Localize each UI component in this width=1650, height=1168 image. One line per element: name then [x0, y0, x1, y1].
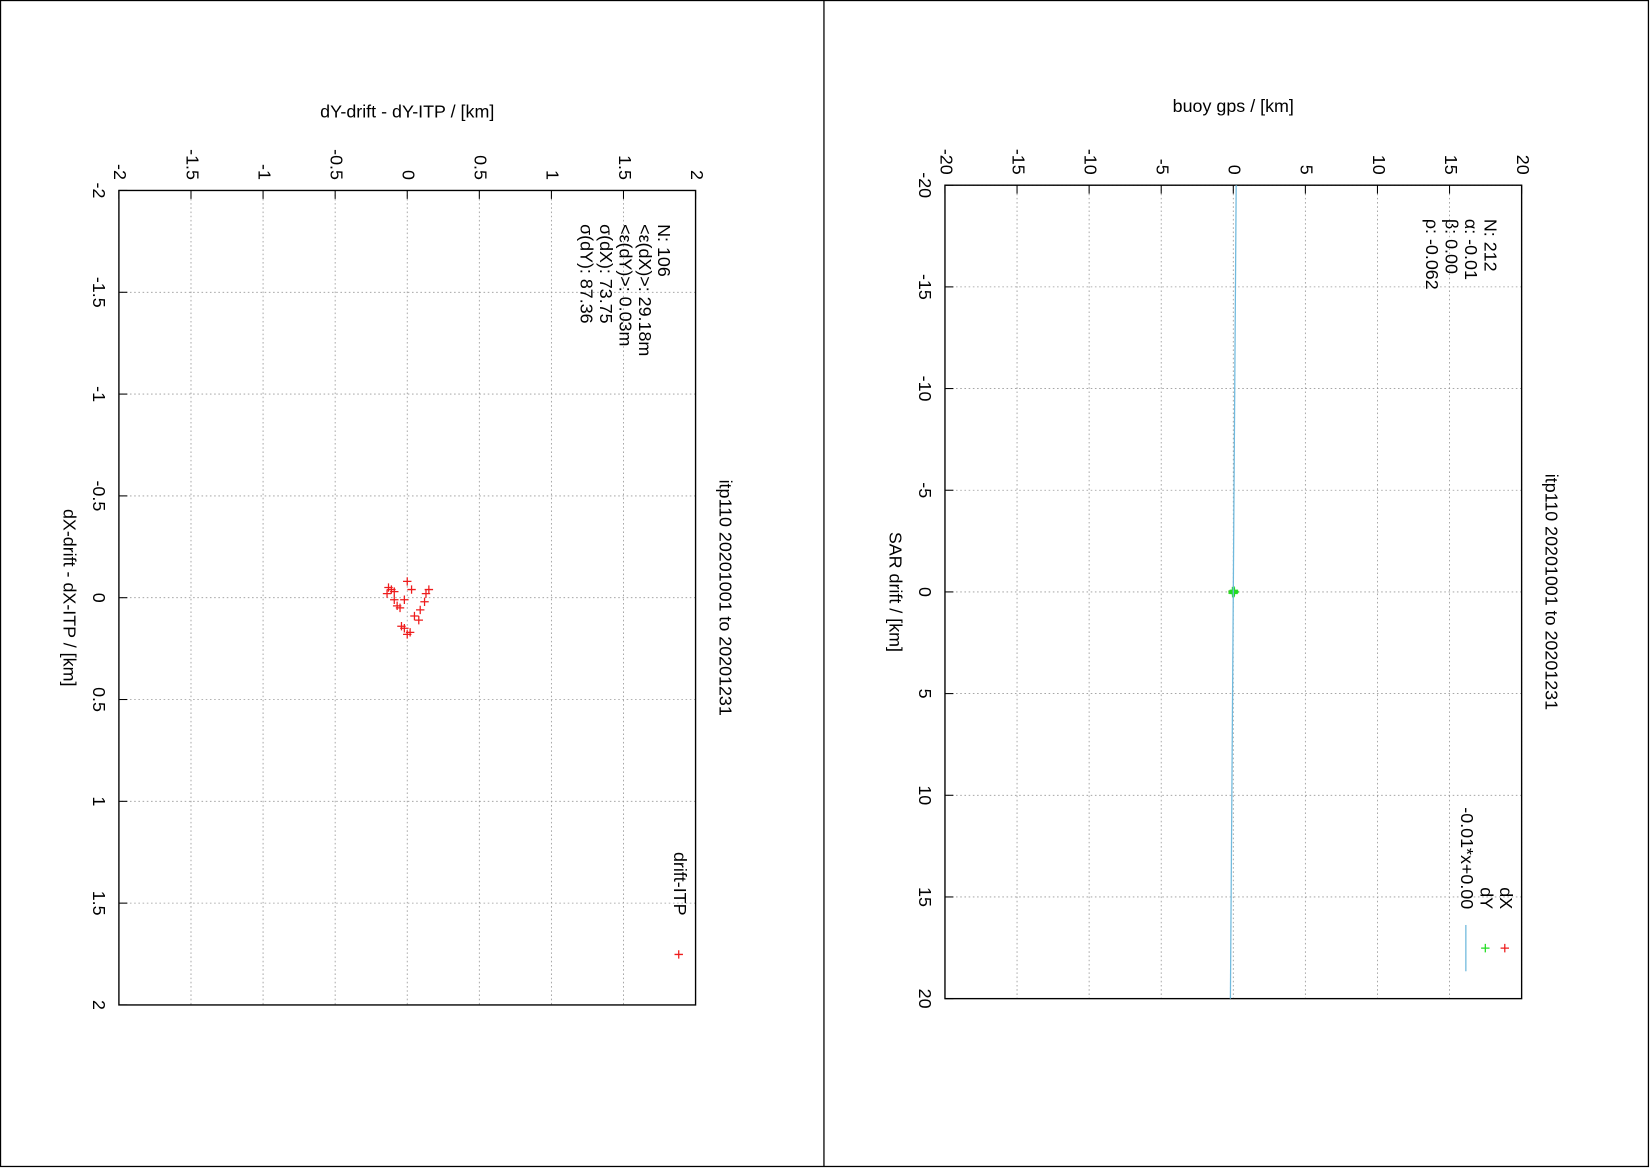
y-tick-label: 0 [1225, 165, 1245, 175]
marker [403, 630, 412, 639]
y-tick-label: -1.5 [182, 149, 202, 180]
y-tick-label: 1.5 [615, 155, 635, 180]
y-tick-label: -15 [1008, 149, 1028, 175]
x-axis-label: SAR drift / [km] [886, 532, 906, 652]
stats-text: <ε(dY)>: 0.03m [615, 224, 635, 346]
marker [387, 585, 396, 594]
legend-label: dX [1496, 887, 1516, 909]
marker [407, 585, 416, 594]
y-tick-label: -5 [1152, 159, 1172, 175]
y-tick-label: -20 [936, 149, 956, 175]
y-tick-label: 5 [1297, 165, 1317, 175]
y-tick-label: -1 [254, 164, 274, 180]
marker [382, 589, 392, 598]
y-axis-label: buoy gps / [km] [1173, 96, 1294, 116]
x-tick-label: 2 [89, 1000, 109, 1010]
y-tick-label: -2 [110, 164, 130, 180]
x-tick-label: -0.5 [89, 480, 109, 511]
y-tick-label: 10 [1369, 155, 1389, 175]
x-tick-label: 10 [915, 785, 935, 805]
x-tick-label: -1.5 [89, 277, 109, 308]
x-tick-label: -20 [915, 172, 935, 198]
legend-label: -0.01*x+0.00 [1457, 807, 1477, 909]
marker [390, 595, 399, 604]
x-tick-label: 0.5 [89, 687, 109, 712]
x-tick-label: 0 [915, 587, 935, 597]
y-axis-label: dY-drift - dY-ITP / [km] [320, 101, 494, 121]
chart: -2 -1.5 -1 -0.5 0 0.5 1 1.5 2 -2 -1.5 -1 -0.5 0 0.5 1 1.… [60, 101, 736, 1010]
plot-border [944, 184, 1523, 1000]
legend-label: drift-ITP [670, 852, 690, 916]
stats-text: σ(dY): 87.36 [576, 224, 596, 324]
y-tick-label: 1 [543, 170, 563, 180]
plot-border [118, 189, 697, 1006]
x-tick-label: -1 [89, 386, 109, 402]
x-tick-label: 0 [89, 593, 109, 603]
x-tick-label: -2 [89, 183, 109, 199]
x-tick-label: 20 [915, 989, 935, 1009]
marker [1230, 587, 1239, 596]
y-tick-label: 15 [1441, 155, 1461, 175]
marker [1500, 943, 1509, 953]
legend-label: dY [1477, 887, 1497, 909]
stats-text: N: 212 [1480, 219, 1500, 272]
y-tick-label: -10 [1080, 149, 1100, 175]
y-tick-label: -0.5 [326, 149, 346, 180]
x-tick-label: -10 [915, 376, 935, 402]
chart: -20 -15 -10 -5 0 5 10 15 20 -20 -15 -10 -5 0 5 10 15 20 it… [886, 96, 1562, 1009]
fit-line [1229, 185, 1237, 999]
marker [674, 950, 683, 959]
marker [395, 603, 405, 613]
marker [410, 611, 419, 621]
y-tick-label: 0 [399, 170, 419, 180]
stats-text: α: -0.01 [1461, 219, 1481, 280]
marker [424, 585, 434, 594]
stats-text: <ε(dX)>: 29.18m [635, 224, 655, 356]
x-tick-label: 15 [915, 887, 935, 907]
x-tick-label: 1.5 [89, 891, 109, 916]
y-tick-label: 2 [687, 170, 707, 180]
marker [414, 615, 423, 625]
stats-text: ρ: -0.062 [1422, 219, 1442, 290]
x-tick-label: -5 [915, 482, 935, 498]
stats-text: β: 0.00 [1441, 219, 1461, 274]
marker [420, 597, 429, 606]
marker [1481, 943, 1490, 953]
x-axis-label: dX-drift - dX-ITP / [km] [60, 509, 80, 686]
chart-title: itp110 20201001 to 20201231 [1541, 474, 1561, 710]
marker [403, 577, 412, 586]
x-tick-label: -15 [915, 274, 935, 300]
chart-title: itp110 20201001 to 20201231 [715, 480, 735, 716]
marker [400, 595, 409, 604]
x-tick-label: 5 [915, 689, 935, 699]
y-tick-label: 0.5 [471, 155, 491, 180]
marker [397, 622, 406, 631]
x-tick-label: 1 [89, 796, 109, 806]
stats-text: N: 106 [654, 224, 674, 277]
stats-text: σ(dX): 73.75 [596, 224, 616, 324]
marker [416, 605, 425, 615]
y-tick-label: 20 [1513, 155, 1533, 175]
